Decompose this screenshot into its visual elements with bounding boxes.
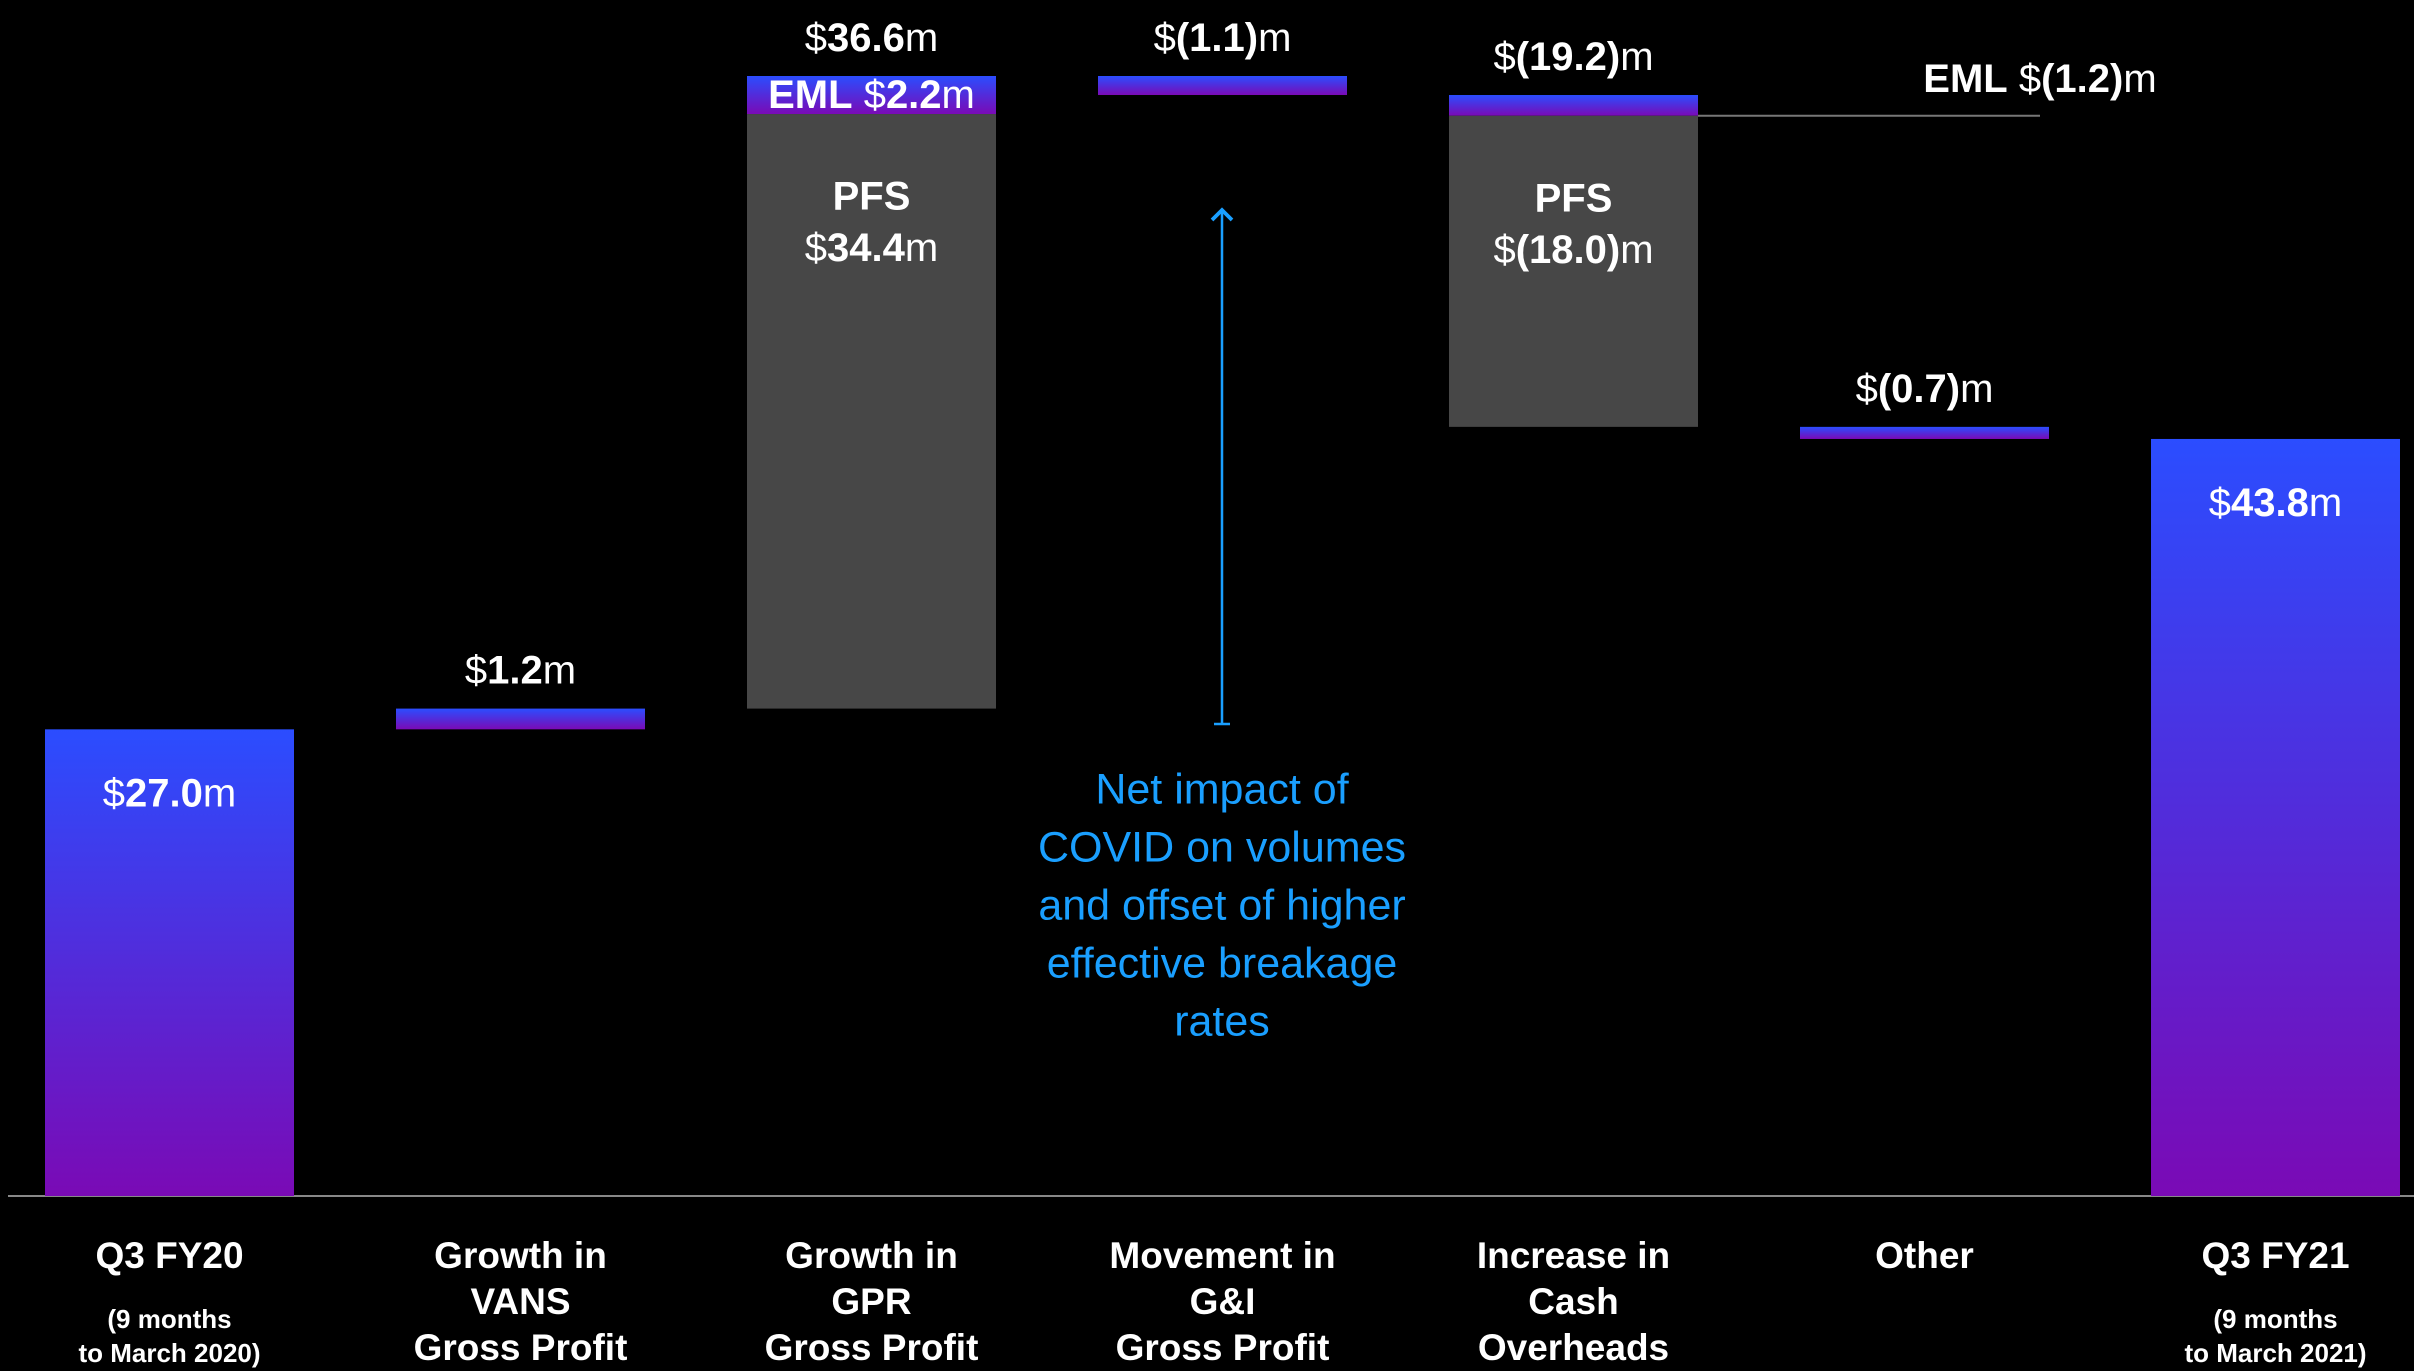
total-bar bbox=[45, 729, 294, 1196]
change-bar bbox=[1800, 426, 2049, 439]
x-tick-label: Growth in bbox=[785, 1235, 958, 1276]
segment-value-label: $(18.0)m bbox=[1493, 227, 1653, 271]
segment-name: EML bbox=[1923, 56, 2007, 100]
value-label: $36.6m bbox=[805, 16, 938, 60]
value-label: $(0.7)m bbox=[1856, 366, 1994, 410]
bar-segment bbox=[1449, 95, 1698, 116]
annotation: rates bbox=[1174, 997, 1270, 1045]
segment-value-label: $(1.2)m bbox=[2019, 56, 2157, 100]
value-label: $27.0m bbox=[103, 771, 236, 815]
annotation: effective breakage bbox=[1047, 939, 1398, 987]
x-tick-label: Increase in bbox=[1477, 1235, 1670, 1276]
x-tick-label: Gross Profit bbox=[765, 1327, 979, 1368]
total-bar bbox=[2151, 438, 2400, 1196]
bar-segment bbox=[747, 76, 996, 115]
segment-name: PFS bbox=[833, 175, 911, 219]
annotation: Net impact of bbox=[1095, 765, 1349, 813]
category-note: to March 2021) bbox=[2184, 1338, 2366, 1368]
annotation: and offset of higher bbox=[1038, 881, 1405, 929]
x-tick-label: Other bbox=[1875, 1235, 1974, 1276]
value-label: $43.8m bbox=[2209, 481, 2342, 525]
x-tick-label: G&I bbox=[1190, 1281, 1256, 1322]
x-tick-label: Gross Profit bbox=[1116, 1327, 1330, 1368]
segment-label: EML $(1.2)m bbox=[1923, 56, 2156, 100]
x-tick-label: Q3 FY20 bbox=[95, 1235, 243, 1276]
x-tick-label: Q3 FY21 bbox=[2201, 1235, 2349, 1276]
x-tick-label: VANS bbox=[470, 1281, 570, 1322]
segment-name: EML bbox=[768, 73, 852, 117]
value-label: $(19.2)m bbox=[1493, 35, 1653, 79]
x-tick-label: Gross Profit bbox=[414, 1327, 628, 1368]
segment-label: EML $2.2m bbox=[768, 73, 975, 117]
bar-segment bbox=[747, 114, 996, 709]
segment-name: PFS bbox=[1535, 176, 1613, 220]
bar-segment bbox=[1449, 115, 1698, 427]
x-tick-label: GPR bbox=[831, 1281, 911, 1322]
value-label: $1.2m bbox=[465, 648, 576, 692]
change-bar bbox=[396, 708, 645, 730]
category-note: (9 months bbox=[2213, 1304, 2337, 1334]
value-label: $(1.1)m bbox=[1154, 16, 1292, 60]
x-tick-label: Cash bbox=[1528, 1281, 1618, 1322]
x-tick-label: Movement in bbox=[1109, 1235, 1335, 1276]
segment-value-label: $2.2m bbox=[864, 73, 975, 117]
category-note: to March 2020) bbox=[78, 1338, 260, 1368]
change-bar bbox=[1098, 76, 1347, 96]
x-tick-label: Growth in bbox=[434, 1235, 607, 1276]
x-tick-label: Overheads bbox=[1478, 1327, 1669, 1368]
segment-value-label: $34.4m bbox=[805, 226, 938, 270]
category-note: (9 months bbox=[107, 1304, 231, 1334]
annotation: COVID on volumes bbox=[1038, 823, 1406, 871]
